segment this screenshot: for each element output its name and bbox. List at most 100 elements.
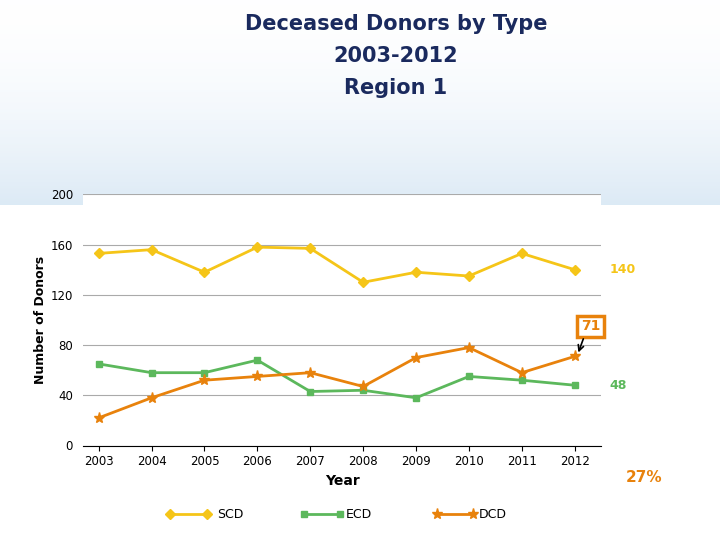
Bar (0, 170, 720, 171)
Bar (0, 174, 720, 176)
Bar (0, 46, 720, 47)
Bar (0, 151, 720, 152)
Bar (0, 43, 720, 44)
Bar (0, 161, 720, 162)
Bar (0, 38, 720, 39)
Bar (0, 129, 720, 130)
Bar (0, 134, 720, 136)
Bar (0, 201, 720, 202)
Bar (0, 44, 720, 45)
Bar (0, 14, 720, 15)
Bar (0, 56, 720, 57)
Bar (0, 57, 720, 58)
Bar (0, 63, 720, 64)
Bar (0, 158, 720, 159)
Bar (0, 157, 720, 158)
Bar (0, 114, 720, 115)
Bar (0, 91, 720, 92)
Bar (0, 200, 720, 201)
Bar (0, 80, 720, 81)
Bar (0, 179, 720, 180)
Bar (0, 126, 720, 127)
Bar (0, 138, 720, 139)
Bar (0, 203, 720, 204)
Bar (0, 65, 720, 66)
Bar (0, 84, 720, 85)
Bar (0, 132, 720, 133)
Bar (0, 116, 720, 117)
Bar (0, 112, 720, 113)
Bar (0, 75, 720, 76)
Bar (0, 190, 720, 191)
Bar (0, 156, 720, 157)
Bar (0, 130, 720, 131)
Bar (0, 153, 720, 154)
Bar (0, 87, 720, 88)
Bar (0, 76, 720, 77)
Bar (0, 131, 720, 132)
Bar (0, 47, 720, 48)
Bar (0, 136, 720, 137)
Bar (0, 28, 720, 29)
Bar (0, 127, 720, 128)
Bar (0, 185, 720, 186)
Bar (0, 148, 720, 150)
Bar (0, 4, 720, 5)
Bar (0, 97, 720, 98)
Text: 140: 140 (609, 263, 635, 276)
Bar (0, 19, 720, 21)
Bar (0, 82, 720, 83)
Bar (0, 103, 720, 104)
Bar (0, 177, 720, 178)
Bar (0, 9, 720, 10)
Bar (0, 94, 720, 96)
Bar (0, 202, 720, 203)
Bar (0, 113, 720, 114)
Bar (0, 26, 720, 28)
Text: 2003-2012: 2003-2012 (333, 46, 459, 66)
Bar (0, 155, 720, 156)
Bar (0, 16, 720, 17)
Bar (0, 8, 720, 9)
Bar (0, 167, 720, 168)
Bar (0, 11, 720, 12)
Bar (0, 144, 720, 145)
Y-axis label: Number of Donors: Number of Donors (34, 256, 47, 384)
Text: 71: 71 (581, 319, 600, 333)
Text: DCD: DCD (479, 508, 507, 521)
Bar (0, 7, 720, 8)
Bar (0, 145, 720, 146)
Bar (0, 193, 720, 194)
Bar (0, 197, 720, 198)
X-axis label: Year: Year (325, 474, 359, 488)
Bar (0, 3, 720, 4)
Bar (0, 117, 720, 118)
Bar (0, 34, 720, 35)
Bar (0, 73, 720, 74)
Bar (0, 111, 720, 112)
Text: 48: 48 (609, 379, 626, 392)
Bar (0, 152, 720, 153)
Bar (0, 123, 720, 124)
Bar (0, 10, 720, 11)
Bar (0, 96, 720, 97)
Bar (0, 143, 720, 144)
Bar (0, 30, 720, 31)
Bar (0, 160, 720, 161)
Bar (0, 171, 720, 172)
Bar (0, 78, 720, 79)
Bar (0, 51, 720, 52)
Bar (0, 154, 720, 155)
Bar (0, 173, 720, 174)
Bar (0, 194, 720, 195)
Bar (0, 69, 720, 70)
Bar (0, 33, 720, 34)
Bar (0, 21, 720, 22)
Bar (0, 109, 720, 110)
Bar (0, 107, 720, 108)
Bar (0, 62, 720, 63)
Bar (0, 199, 720, 200)
Bar (0, 32, 720, 33)
Bar (0, 118, 720, 119)
Bar (0, 72, 720, 73)
